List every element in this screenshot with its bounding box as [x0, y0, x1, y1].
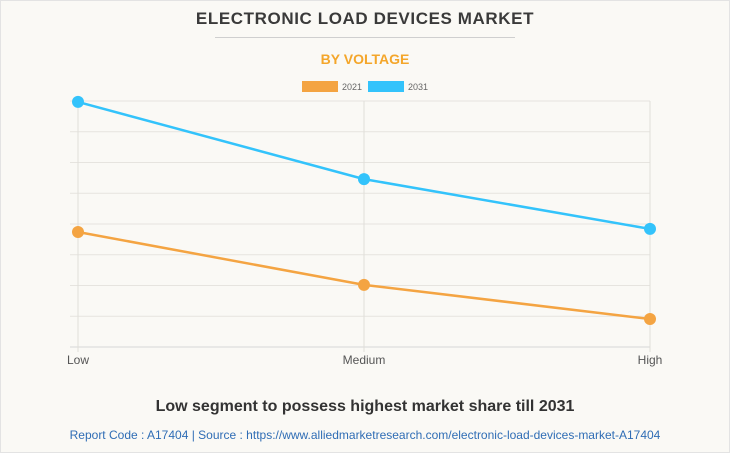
legend-item-2021[interactable]: 2021 — [301, 81, 362, 92]
source-line[interactable]: Report Code : A17404 | Source : https://… — [69, 428, 661, 442]
legend-swatch-2031 — [368, 81, 404, 92]
data-point-2031[interactable] — [72, 95, 84, 108]
data-point-2021[interactable] — [72, 225, 84, 238]
data-point-2021[interactable] — [358, 278, 370, 291]
data-point-2031[interactable] — [644, 222, 656, 235]
data-point-2021[interactable] — [644, 313, 656, 326]
chart-title: ELECTRONIC LOAD DEVICES MARKET — [195, 9, 535, 28]
legend: 2021 2031 — [0, 81, 730, 92]
legend-label-2021: 2021 — [341, 81, 362, 92]
chart-subtitle: BY VOLTAGE — [320, 51, 410, 67]
x-tick-label: Low — [67, 353, 89, 367]
series-points — [72, 95, 656, 326]
legend-label-2031: 2031 — [408, 81, 429, 92]
chart-footnote: Low segment to possess highest market sh… — [155, 398, 575, 415]
gridlines — [70, 100, 651, 352]
x-tick-label: High — [638, 353, 663, 367]
legend-swatch-2021 — [301, 81, 338, 92]
legend-item-2031[interactable]: 2031 — [368, 81, 428, 92]
title-divider — [215, 37, 515, 38]
data-point-2031[interactable] — [358, 173, 370, 186]
x-tick-label: Medium — [343, 353, 386, 367]
x-axis-tick-labels: Low Medium High — [67, 353, 662, 367]
